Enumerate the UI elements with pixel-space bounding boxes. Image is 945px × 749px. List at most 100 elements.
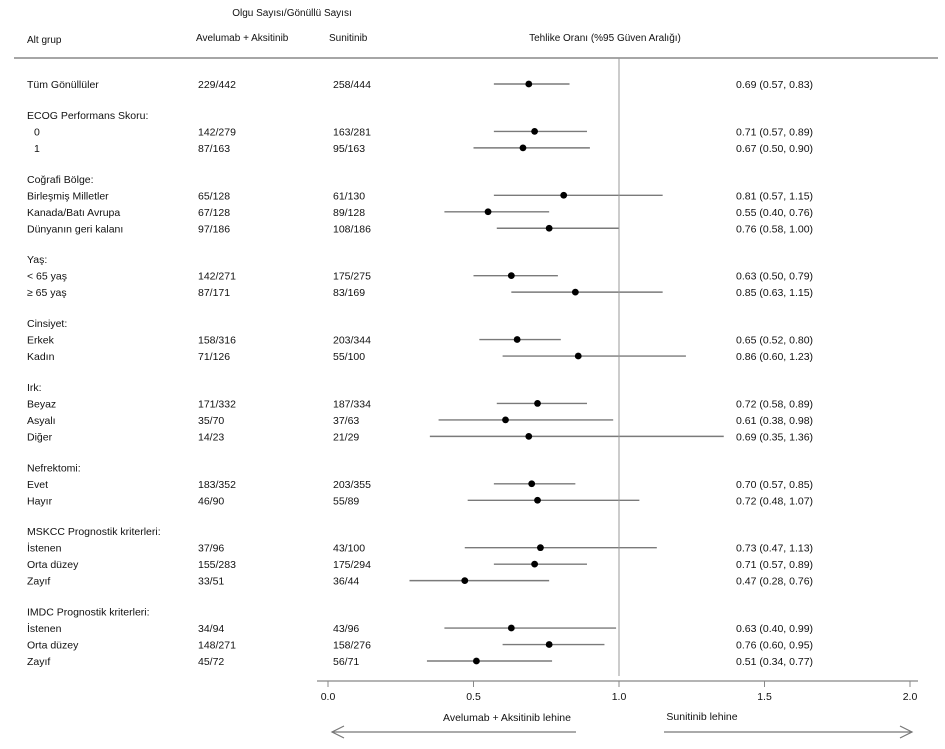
header-arm2: Sunitinib xyxy=(329,33,368,44)
arm2-count: 21/29 xyxy=(333,431,359,443)
arm2-count: 61/130 xyxy=(333,190,365,202)
subgroup-header: Yaş: xyxy=(27,254,47,266)
header-hr: Tehlike Oranı (%95 Güven Aralığı) xyxy=(529,33,681,44)
arm1-count: 87/171 xyxy=(198,287,230,299)
hr-point xyxy=(574,352,582,360)
subgroup-label: Orta düzey xyxy=(27,640,79,652)
arm2-count: 203/355 xyxy=(333,479,371,491)
subgroup-label: < 65 yaş xyxy=(27,271,67,283)
hr-ci-text: 0.76 (0.58, 1.00) xyxy=(736,223,813,235)
subgroup-label: Zayıf xyxy=(27,656,50,668)
arm1-count: 67/128 xyxy=(198,207,230,219)
arm1-count: 45/72 xyxy=(198,656,224,668)
hr-point xyxy=(513,336,521,343)
subgroup-label: Tüm Gönüllüler xyxy=(27,79,99,91)
arm1-count: 65/128 xyxy=(198,190,230,202)
favor-right-arrow xyxy=(664,725,914,739)
arm1-count: 33/51 xyxy=(198,576,224,588)
x-tick-label: 2.0 xyxy=(903,691,918,703)
subgroup-header: Irk: xyxy=(27,382,42,394)
hr-ci-text: 0.72 (0.48, 1.07) xyxy=(736,495,813,507)
arm2-count: 95/163 xyxy=(333,143,365,155)
hr-point xyxy=(534,400,541,407)
header-arm1: Avelumab + Aksitinib xyxy=(196,33,289,44)
arm1-count: 183/352 xyxy=(198,479,236,491)
subgroup-label: İstenen xyxy=(27,622,62,635)
arm1-count: 229/442 xyxy=(198,79,236,91)
hr-ci-text: 0.55 (0.40, 0.76) xyxy=(736,207,813,219)
hr-point xyxy=(534,496,541,504)
hr-point xyxy=(507,272,515,280)
subgroup-label: Erkek xyxy=(27,335,55,347)
hr-ci-text: 0.69 (0.35, 1.36) xyxy=(736,431,813,443)
hr-ci-text: 0.63 (0.50, 0.79) xyxy=(736,271,813,283)
hr-ci-text: 0.71 (0.57, 0.89) xyxy=(736,559,813,571)
subgroup-header: ECOG Performans Skoru: xyxy=(27,110,148,122)
arm1-count: 97/186 xyxy=(198,223,230,235)
arm1-count: 34/94 xyxy=(198,623,224,635)
favor-right-label: Sunitinib lehine xyxy=(666,711,737,723)
arm2-count: 158/276 xyxy=(333,640,371,652)
arm1-count: 171/332 xyxy=(198,398,236,410)
subgroup-label: Evet xyxy=(27,479,48,491)
arm2-count: 108/186 xyxy=(333,223,371,235)
arm1-count: 142/279 xyxy=(198,126,236,138)
subgroup-header: Nefrektomi: xyxy=(27,462,81,474)
subgroup-header: MSKCC Prognostik kriterleri: xyxy=(27,526,161,538)
hr-point xyxy=(537,544,544,552)
hr-ci-text: 0.63 (0.40, 0.99) xyxy=(736,623,813,635)
arm2-count: 55/100 xyxy=(333,351,365,363)
hr-ci-text: 0.70 (0.57, 0.85) xyxy=(736,479,813,491)
hr-point xyxy=(545,641,553,648)
arm1-count: 37/96 xyxy=(198,543,224,555)
hr-point xyxy=(525,80,533,88)
hr-ci-text: 0.51 (0.34, 0.77) xyxy=(736,656,813,668)
arm2-count: 89/128 xyxy=(333,207,365,219)
arm1-count: 46/90 xyxy=(198,495,224,507)
subgroup-label: Hayır xyxy=(27,495,53,507)
hr-ci-text: 0.47 (0.28, 0.76) xyxy=(736,576,813,588)
arm2-count: 83/169 xyxy=(333,287,365,299)
subgroup-label: Diğer xyxy=(27,431,53,443)
subgroup-label: Orta düzey xyxy=(27,559,79,571)
hr-point xyxy=(571,288,579,296)
hr-point xyxy=(528,480,536,488)
subgroup-label: Asyalı xyxy=(27,415,56,427)
hr-point xyxy=(473,657,480,665)
arm2-count: 37/63 xyxy=(333,415,359,427)
hr-ci-text: 0.71 (0.57, 0.89) xyxy=(736,126,813,138)
hr-point xyxy=(560,191,568,199)
hr-ci-text: 0.85 (0.63, 1.15) xyxy=(736,287,813,299)
arm2-count: 163/281 xyxy=(333,126,371,138)
subgroup-label: Dünyanın geri kalanı xyxy=(27,223,123,235)
arm1-count: 35/70 xyxy=(198,415,224,427)
arm2-count: 175/294 xyxy=(333,559,371,571)
hr-point xyxy=(461,577,469,585)
x-axis: 0.0 0.5 1.0 1.5 2.0 xyxy=(317,58,918,703)
arm1-count: 87/163 xyxy=(198,143,230,155)
arm2-count: 43/96 xyxy=(333,623,359,635)
hr-point xyxy=(545,224,553,232)
x-tick-label: 1.5 xyxy=(757,691,772,703)
subgroup-label: ≥ 65 yaş xyxy=(27,287,67,299)
hr-ci-text: 0.61 (0.38, 0.98) xyxy=(736,415,813,427)
forest-rows: Tüm Gönüllüler 229/442 258/444 0.69 (0.57, … xyxy=(27,79,813,668)
subgroup-label: Kadın xyxy=(27,351,55,363)
arm1-count: 148/271 xyxy=(198,640,236,652)
arm2-count: 36/44 xyxy=(333,576,359,588)
subgroup-label: 1 xyxy=(34,143,40,155)
arm1-count: 155/283 xyxy=(198,559,236,571)
subgroup-label: İstenen xyxy=(27,542,62,555)
hr-ci-text: 0.73 (0.47, 1.13) xyxy=(736,543,813,555)
arm2-count: 43/100 xyxy=(333,543,365,555)
favor-left-label: Avelumab + Aksitinib lehine xyxy=(443,712,571,724)
arm2-count: 258/444 xyxy=(333,79,371,91)
arm1-count: 71/126 xyxy=(198,351,230,363)
arm1-count: 14/23 xyxy=(198,431,224,443)
x-tick-label: 0.0 xyxy=(321,691,336,703)
header-supertitle: Olgu Sayısı/Gönüllü Sayısı xyxy=(232,8,352,19)
header-subgroup: Alt grup xyxy=(27,35,62,46)
subgroup-header: Coğrafi Bölge: xyxy=(27,174,94,186)
arm1-count: 142/271 xyxy=(198,271,236,283)
